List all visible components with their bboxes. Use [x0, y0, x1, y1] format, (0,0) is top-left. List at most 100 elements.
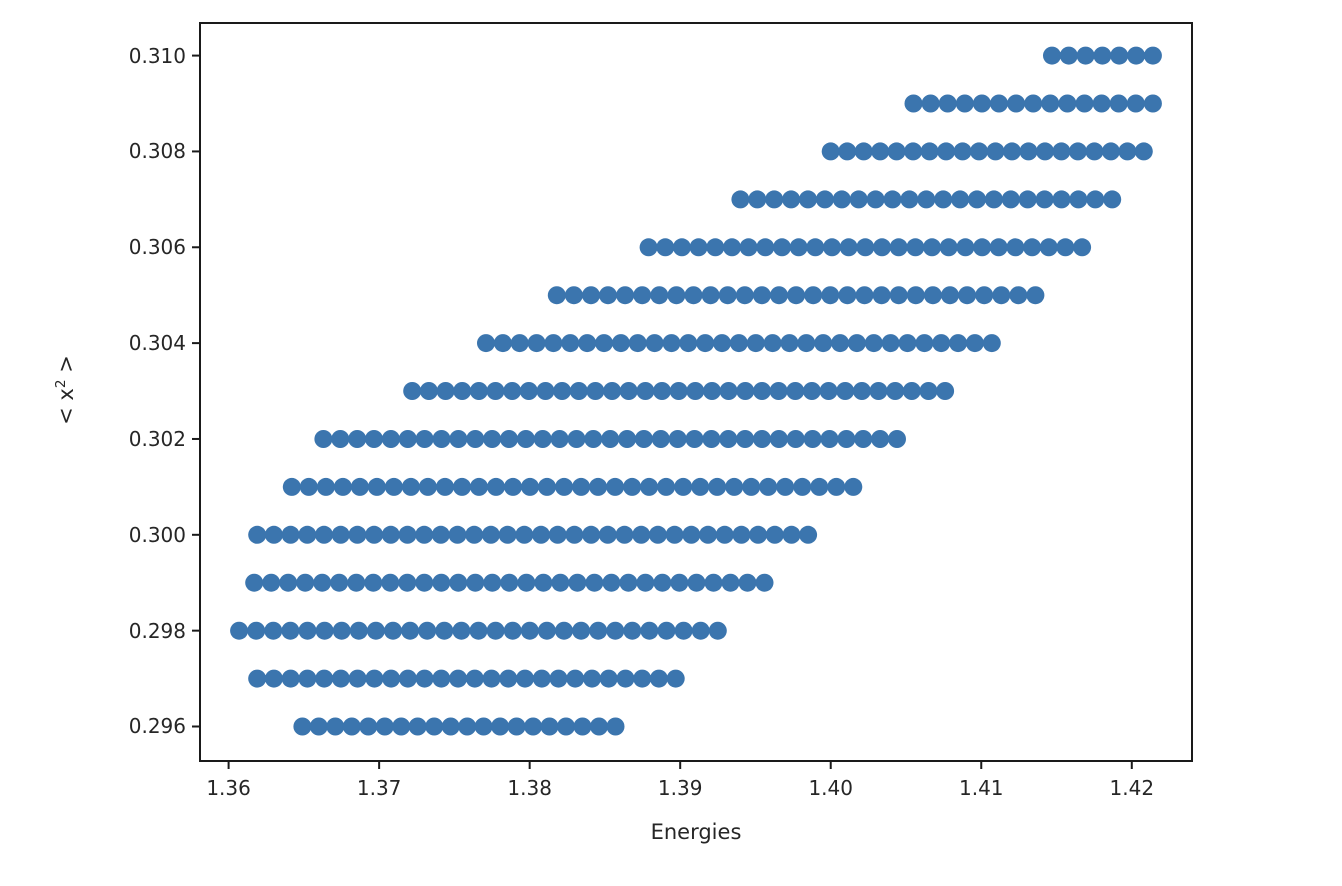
scatter-point	[989, 238, 1008, 257]
scatter-point	[721, 573, 740, 592]
scatter-row	[731, 190, 1122, 209]
scatter-point	[515, 525, 534, 544]
scatter-point	[279, 573, 298, 592]
scatter-point	[640, 477, 659, 496]
scatter-point	[382, 669, 401, 688]
scatter-point	[871, 430, 890, 448]
scatter-point	[656, 238, 675, 257]
scatter-point	[315, 525, 333, 544]
scatter-point	[551, 573, 570, 592]
scatter-point	[965, 334, 984, 353]
scatter-point	[889, 286, 908, 305]
y-tick-label: 0.310	[128, 43, 186, 68]
scatter-point	[486, 382, 505, 400]
scatter-point	[623, 477, 642, 496]
scatter-point	[331, 669, 350, 688]
scatter-point	[534, 573, 553, 592]
scatter-point	[527, 334, 546, 353]
scatter-point	[765, 190, 784, 209]
scatter-point	[755, 573, 774, 592]
scatter-point	[469, 382, 488, 400]
scatter-point	[384, 621, 402, 640]
scatter-point	[348, 669, 367, 688]
scatter-point	[847, 334, 866, 353]
scatter-point	[282, 477, 301, 496]
scatter-point	[332, 621, 351, 640]
scatter-point	[247, 621, 266, 640]
y-tick-label: 0.304	[128, 331, 186, 356]
x-tick-label: 1.36	[206, 776, 251, 800]
y-tick-label: 0.302	[128, 426, 186, 451]
scatter-point	[1052, 190, 1071, 209]
scatter-point	[713, 334, 731, 353]
scatter-point	[449, 669, 468, 688]
scatter-point	[832, 190, 851, 209]
scatter-point	[704, 573, 723, 592]
scatter-point	[483, 573, 502, 592]
scatter-point	[753, 430, 771, 448]
scatter-point	[742, 477, 761, 496]
scatter-point	[419, 382, 438, 400]
scatter-point	[553, 382, 572, 400]
scatter-point	[1036, 142, 1054, 161]
scatter-point	[449, 430, 468, 448]
scatter-point	[973, 238, 992, 257]
scatter-point	[532, 525, 550, 544]
scatter-point	[917, 190, 936, 209]
scatter-point	[702, 430, 721, 448]
y-axis-label-prefix: < x	[54, 388, 78, 425]
scatter-point	[601, 430, 620, 448]
scatter-point	[780, 334, 799, 353]
scatter-point	[937, 142, 956, 161]
scatter-point	[1018, 190, 1037, 209]
scatter-point	[902, 382, 921, 400]
scatter-point	[958, 286, 977, 305]
scatter-point	[583, 669, 601, 688]
scatter-point	[381, 573, 400, 592]
scatter-point	[906, 238, 925, 257]
scatter-point	[474, 717, 493, 736]
scatter-point	[782, 525, 801, 544]
scatter-point	[296, 573, 315, 592]
scatter-point	[342, 717, 361, 736]
scatter-point	[923, 286, 942, 305]
scatter-point	[806, 238, 825, 257]
scatter-point	[699, 525, 717, 544]
scatter-point	[990, 94, 1008, 113]
scatter-point	[815, 190, 834, 209]
scatter-point	[932, 334, 951, 353]
scatter-point	[364, 573, 383, 592]
scatter-point	[1069, 190, 1088, 209]
scatter-point	[887, 142, 906, 161]
scatter-point	[889, 238, 908, 257]
scatter-point	[748, 190, 767, 209]
scatter-point	[633, 286, 652, 305]
scatter-point	[736, 430, 755, 448]
scatter-point	[314, 430, 333, 448]
scatter-point	[923, 238, 941, 257]
scatter-point	[706, 238, 725, 257]
scatter-point	[503, 621, 522, 640]
scatter-point	[520, 621, 539, 640]
scatter-point	[315, 669, 334, 688]
scatter-point	[466, 430, 485, 448]
scatter-point	[469, 621, 488, 640]
scatter-point	[682, 525, 701, 544]
scatter-point	[759, 477, 778, 496]
scatter-point	[674, 621, 693, 640]
scatter-point	[1073, 238, 1092, 257]
scatter-point	[883, 190, 902, 209]
scatter-point	[776, 477, 795, 496]
scatter-point	[616, 669, 635, 688]
scatter-point	[799, 525, 818, 544]
scatter-row	[248, 669, 685, 688]
scatter-point	[703, 382, 721, 400]
scatter-point	[653, 382, 671, 400]
scatter-point	[606, 717, 625, 736]
scatter-point	[504, 477, 522, 496]
scatter-point	[561, 334, 580, 353]
scatter-point	[486, 621, 505, 640]
scatter-point	[823, 238, 841, 257]
scatter-point	[839, 238, 858, 257]
x-tick-label: 1.42	[1109, 776, 1155, 800]
